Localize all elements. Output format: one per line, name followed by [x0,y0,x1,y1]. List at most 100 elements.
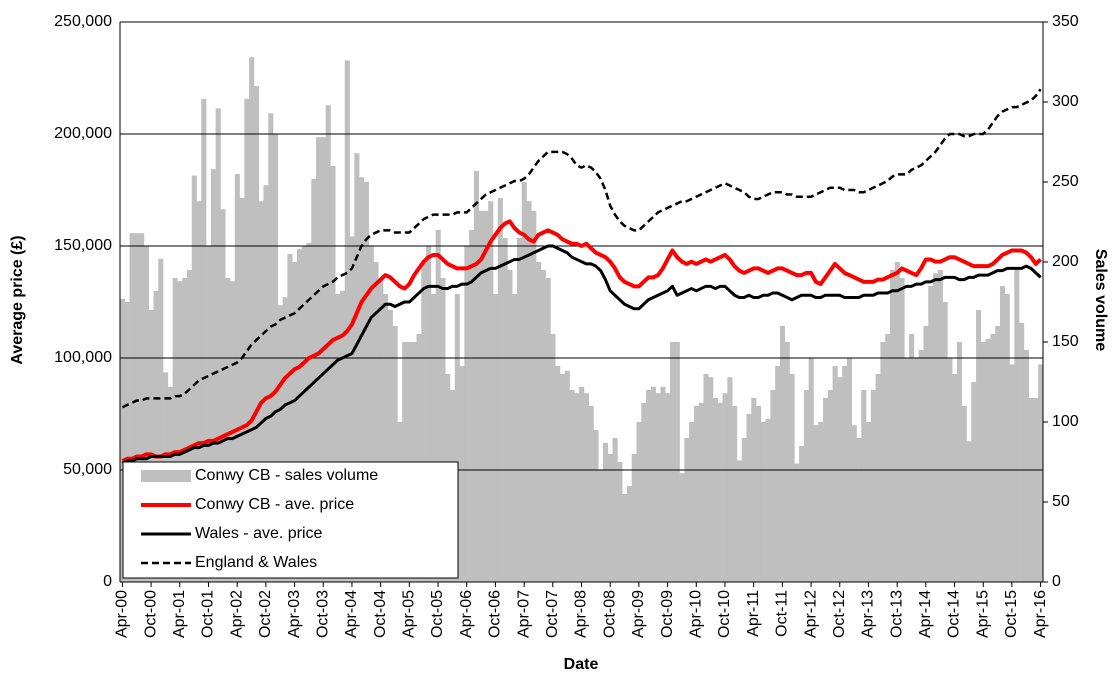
bar [760,422,766,582]
x-tick-label: Apr-02 [228,590,245,638]
bar [206,246,212,582]
bar [574,393,580,582]
bar [765,418,771,582]
bar [708,377,714,582]
bar [827,390,833,582]
bar [952,374,958,582]
bar [732,406,738,582]
bar [579,386,585,582]
y-tick-label: 200,000 [54,125,112,142]
bar [928,286,934,582]
bar [531,210,537,583]
bar [387,310,393,582]
y-tick-label: 50,000 [63,461,112,478]
bar [770,390,776,582]
bar [368,246,374,582]
bar [550,334,556,582]
legend-label: Conwy CB - ave. price [195,496,354,513]
bar [813,425,819,582]
bar [526,201,532,582]
legend-label: England & Wales [195,554,317,571]
bar [143,246,149,582]
bar [478,210,484,583]
bar [191,175,197,582]
bar [516,238,523,582]
bar [502,238,508,582]
x-tick-label: Oct-06 [487,590,504,638]
bar [832,366,838,582]
bar [459,366,465,582]
bar [703,374,709,582]
y2-axis-title: Sales volume [1092,249,1109,351]
bar [153,290,159,582]
bar [937,270,943,582]
bar [607,454,613,582]
bar [784,342,790,582]
bar [961,406,967,582]
bar [693,406,699,582]
bar [148,310,154,582]
y-tick-label: 100,000 [54,349,112,366]
bar [818,422,824,582]
x-tick-label: Oct-05 [429,590,446,638]
bar [679,473,685,582]
bar [512,294,518,582]
line-series [121,219,1042,463]
bar [1009,364,1015,582]
y2-tick-label: 350 [1052,13,1079,30]
bar [956,342,962,582]
bar [684,438,690,582]
bar [971,382,977,582]
bar [253,86,259,582]
bar [373,262,379,582]
bar [363,182,369,582]
bar [435,230,441,582]
x-tick-label: Apr-10 [687,590,704,638]
x-tick-label: Oct-03 [314,590,331,638]
bar [1023,350,1029,582]
bar [612,438,618,582]
bar [1038,364,1044,582]
bar [416,334,422,582]
bar [1014,270,1020,582]
bar [277,305,283,582]
bar [669,342,676,582]
bar [354,153,360,582]
x-tick-label: Apr-01 [171,590,188,638]
bar [239,198,245,582]
bar [349,236,355,582]
y2-tick-label: 50 [1052,493,1070,510]
bar [139,233,145,582]
x-tick-label: Oct-14 [946,590,963,638]
bar [483,210,489,583]
y-tick-label: 150,000 [54,237,112,254]
x-tick-label: Oct-15 [1003,590,1020,638]
bar [674,342,680,582]
bar [1028,398,1034,582]
bar [909,334,915,582]
bar [870,390,876,582]
bar [665,393,671,582]
x-tick-label: Apr-06 [458,590,475,638]
bar [392,326,398,582]
bar [842,366,848,582]
bar [1019,322,1025,582]
bar [536,262,542,582]
line-series [121,244,1042,465]
x-tick-label: Apr-07 [515,590,532,638]
bar [875,374,881,582]
x-tick-label: Oct-01 [200,590,217,638]
x-tick-label: Apr-16 [1032,590,1049,638]
bar [301,246,307,582]
x-tick-label: Oct-11 [774,590,791,637]
y2-tick-label: 200 [1052,253,1079,270]
bar [268,113,274,582]
bar [980,342,986,582]
bar [220,209,226,582]
bar [650,386,656,582]
bar [641,402,647,582]
bar [631,454,637,582]
bar [124,302,130,582]
bar [741,438,747,582]
bar [689,422,695,582]
